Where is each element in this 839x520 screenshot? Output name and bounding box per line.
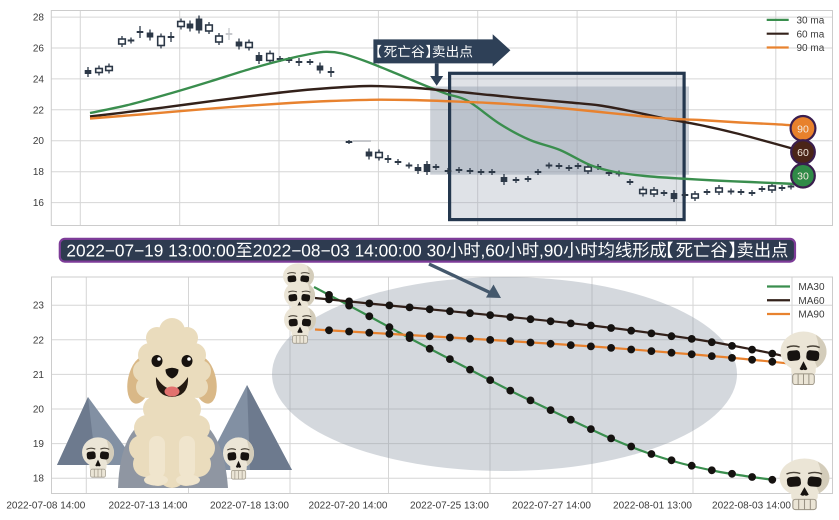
svg-text:19: 19	[33, 439, 45, 450]
svg-text:23: 23	[33, 301, 45, 312]
svg-text:20: 20	[33, 136, 45, 147]
svg-text:2022−07−19 13:00:00: 2022−07−19 13:00:00	[66, 240, 235, 260]
svg-text:24: 24	[33, 74, 45, 85]
svg-text:30 ma: 30 ma	[797, 16, 825, 27]
svg-text:MA30: MA30	[798, 282, 825, 293]
svg-text:18: 18	[33, 167, 45, 178]
svg-text:2022-07-08 14:00: 2022-07-08 14:00	[6, 501, 85, 512]
svg-text:28: 28	[33, 13, 45, 24]
svg-text:MA60: MA60	[798, 296, 825, 307]
svg-text:2022-07-18 13:00: 2022-07-18 13:00	[210, 501, 289, 512]
svg-text:16: 16	[33, 198, 45, 209]
svg-text:2022-08-03 14:00: 2022-08-03 14:00	[712, 501, 791, 512]
svg-text:,60: ,60	[481, 240, 505, 260]
svg-text:21: 21	[33, 370, 45, 381]
svg-text:60: 60	[797, 147, 809, 159]
svg-text:22: 22	[33, 335, 45, 346]
svg-text:2022-07-27 14:00: 2022-07-27 14:00	[512, 501, 591, 512]
svg-text:,90: ,90	[539, 240, 563, 260]
svg-text:2022−08−03 14:00:00 30: 2022−08−03 14:00:00 30	[253, 240, 446, 260]
svg-text:60 ma: 60 ma	[797, 29, 825, 40]
svg-text:18: 18	[33, 474, 45, 485]
svg-text:90: 90	[797, 123, 809, 135]
svg-text:2022-07-20 14:00: 2022-07-20 14:00	[309, 501, 388, 512]
svg-text:2022-07-13 14:00: 2022-07-13 14:00	[109, 501, 188, 512]
svg-text:22: 22	[33, 105, 45, 116]
svg-text:2022-07-25 13:00: 2022-07-25 13:00	[410, 501, 489, 512]
svg-text:90 ma: 90 ma	[797, 43, 825, 54]
svg-text:20: 20	[33, 405, 45, 416]
svg-text:30: 30	[797, 171, 809, 183]
svg-text:26: 26	[33, 44, 45, 55]
svg-text:MA90: MA90	[798, 310, 825, 321]
svg-text:2022-08-01 13:00: 2022-08-01 13:00	[613, 501, 692, 512]
